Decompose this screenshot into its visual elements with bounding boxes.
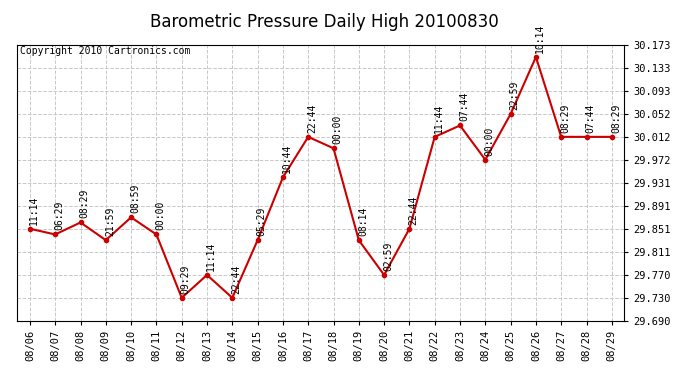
Text: 00:00: 00:00 [333, 115, 343, 144]
Text: 08:29: 08:29 [611, 104, 621, 133]
Text: 08:59: 08:59 [130, 184, 140, 213]
Text: 22:44: 22:44 [231, 264, 241, 294]
Text: 11:44: 11:44 [434, 104, 444, 133]
Text: 07:44: 07:44 [459, 92, 469, 121]
Text: 06:29: 06:29 [55, 201, 64, 230]
Text: 22:44: 22:44 [408, 195, 419, 225]
Text: 10:44: 10:44 [282, 144, 292, 173]
Text: 21:59: 21:59 [105, 207, 115, 236]
Text: 22:44: 22:44 [307, 104, 317, 133]
Text: 09:29: 09:29 [181, 264, 191, 294]
Text: Barometric Pressure Daily High 20100830: Barometric Pressure Daily High 20100830 [150, 13, 499, 31]
Text: 02:59: 02:59 [383, 242, 393, 271]
Text: 08:29: 08:29 [560, 104, 571, 133]
Text: 08:29: 08:29 [79, 189, 90, 218]
Text: 22:59: 22:59 [510, 81, 520, 110]
Text: 11:14: 11:14 [29, 195, 39, 225]
Text: 00:00: 00:00 [155, 201, 166, 230]
Text: Copyright 2010 Cartronics.com: Copyright 2010 Cartronics.com [20, 46, 190, 56]
Text: 11:14: 11:14 [206, 242, 216, 271]
Text: 05:29: 05:29 [257, 207, 267, 236]
Text: 00:00: 00:00 [484, 126, 495, 156]
Text: 07:44: 07:44 [586, 104, 595, 133]
Text: 08:14: 08:14 [358, 207, 368, 236]
Text: 10:14: 10:14 [535, 24, 545, 53]
